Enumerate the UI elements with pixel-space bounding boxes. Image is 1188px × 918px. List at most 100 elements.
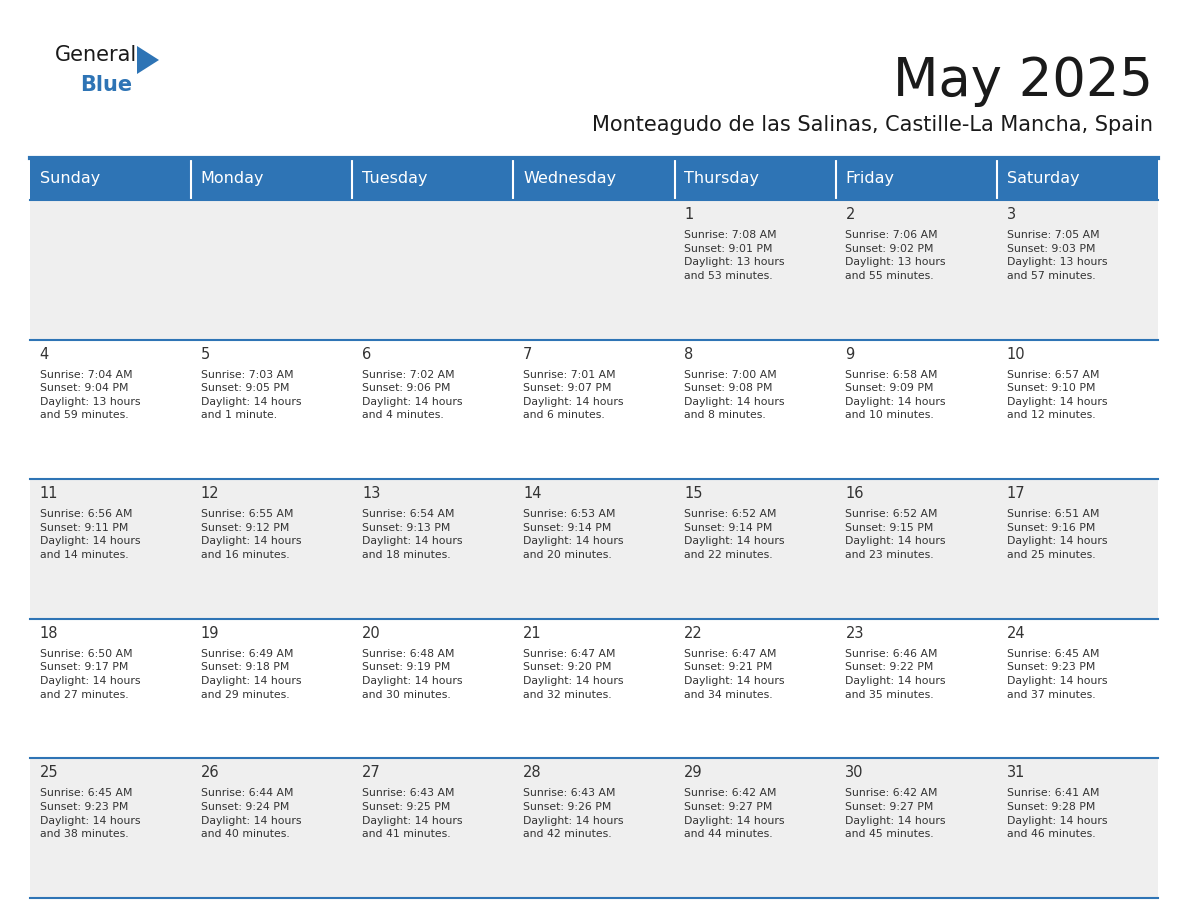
Text: Sunrise: 6:49 AM
Sunset: 9:18 PM
Daylight: 14 hours
and 29 minutes.: Sunrise: 6:49 AM Sunset: 9:18 PM Dayligh…: [201, 649, 302, 700]
Bar: [835, 340, 997, 479]
Bar: [30, 158, 191, 200]
Text: 6: 6: [362, 347, 371, 362]
Text: Sunrise: 7:03 AM
Sunset: 9:05 PM
Daylight: 14 hours
and 1 minute.: Sunrise: 7:03 AM Sunset: 9:05 PM Dayligh…: [201, 370, 302, 420]
Text: Sunrise: 6:42 AM
Sunset: 9:27 PM
Daylight: 14 hours
and 45 minutes.: Sunrise: 6:42 AM Sunset: 9:27 PM Dayligh…: [846, 789, 946, 839]
Text: Sunrise: 7:05 AM
Sunset: 9:03 PM
Daylight: 13 hours
and 57 minutes.: Sunrise: 7:05 AM Sunset: 9:03 PM Dayligh…: [1006, 230, 1107, 281]
Bar: [513, 200, 675, 340]
Bar: [513, 158, 675, 200]
Text: Sunrise: 7:04 AM
Sunset: 9:04 PM
Daylight: 13 hours
and 59 minutes.: Sunrise: 7:04 AM Sunset: 9:04 PM Dayligh…: [39, 370, 140, 420]
Text: Friday: Friday: [846, 172, 895, 186]
Bar: [835, 158, 997, 200]
Text: 9: 9: [846, 347, 854, 362]
Bar: [191, 619, 353, 758]
Text: General: General: [55, 45, 138, 65]
Text: Sunrise: 7:08 AM
Sunset: 9:01 PM
Daylight: 13 hours
and 53 minutes.: Sunrise: 7:08 AM Sunset: 9:01 PM Dayligh…: [684, 230, 785, 281]
Bar: [353, 340, 513, 479]
Bar: [30, 619, 191, 758]
Text: 20: 20: [362, 626, 380, 641]
Text: Sunrise: 6:45 AM
Sunset: 9:23 PM
Daylight: 14 hours
and 37 minutes.: Sunrise: 6:45 AM Sunset: 9:23 PM Dayligh…: [1006, 649, 1107, 700]
Bar: [353, 479, 513, 619]
Text: 22: 22: [684, 626, 703, 641]
Bar: [30, 200, 191, 340]
Text: 19: 19: [201, 626, 220, 641]
Bar: [835, 200, 997, 340]
Text: Saturday: Saturday: [1006, 172, 1079, 186]
Bar: [513, 340, 675, 479]
Text: 12: 12: [201, 487, 220, 501]
Text: Tuesday: Tuesday: [362, 172, 428, 186]
Text: Sunrise: 6:45 AM
Sunset: 9:23 PM
Daylight: 14 hours
and 38 minutes.: Sunrise: 6:45 AM Sunset: 9:23 PM Dayligh…: [39, 789, 140, 839]
Bar: [513, 479, 675, 619]
Text: 25: 25: [39, 766, 58, 780]
Bar: [191, 758, 353, 898]
Text: Sunrise: 6:52 AM
Sunset: 9:14 PM
Daylight: 14 hours
and 22 minutes.: Sunrise: 6:52 AM Sunset: 9:14 PM Dayligh…: [684, 509, 785, 560]
Bar: [997, 340, 1158, 479]
Text: Sunrise: 6:41 AM
Sunset: 9:28 PM
Daylight: 14 hours
and 46 minutes.: Sunrise: 6:41 AM Sunset: 9:28 PM Dayligh…: [1006, 789, 1107, 839]
Bar: [835, 619, 997, 758]
Text: Sunrise: 6:51 AM
Sunset: 9:16 PM
Daylight: 14 hours
and 25 minutes.: Sunrise: 6:51 AM Sunset: 9:16 PM Dayligh…: [1006, 509, 1107, 560]
Text: Thursday: Thursday: [684, 172, 759, 186]
Text: Sunrise: 6:55 AM
Sunset: 9:12 PM
Daylight: 14 hours
and 16 minutes.: Sunrise: 6:55 AM Sunset: 9:12 PM Dayligh…: [201, 509, 302, 560]
Text: May 2025: May 2025: [893, 55, 1154, 107]
Text: Sunrise: 6:43 AM
Sunset: 9:26 PM
Daylight: 14 hours
and 42 minutes.: Sunrise: 6:43 AM Sunset: 9:26 PM Dayligh…: [523, 789, 624, 839]
Text: 3: 3: [1006, 207, 1016, 222]
Text: Monteagudo de las Salinas, Castille-La Mancha, Spain: Monteagudo de las Salinas, Castille-La M…: [592, 115, 1154, 135]
Bar: [997, 479, 1158, 619]
Text: 5: 5: [201, 347, 210, 362]
Bar: [997, 758, 1158, 898]
Text: 10: 10: [1006, 347, 1025, 362]
Text: Sunrise: 6:43 AM
Sunset: 9:25 PM
Daylight: 14 hours
and 41 minutes.: Sunrise: 6:43 AM Sunset: 9:25 PM Dayligh…: [362, 789, 462, 839]
Bar: [513, 758, 675, 898]
Text: Blue: Blue: [80, 75, 132, 95]
Text: Sunrise: 6:47 AM
Sunset: 9:21 PM
Daylight: 14 hours
and 34 minutes.: Sunrise: 6:47 AM Sunset: 9:21 PM Dayligh…: [684, 649, 785, 700]
Bar: [835, 479, 997, 619]
Text: 16: 16: [846, 487, 864, 501]
Text: 7: 7: [523, 347, 532, 362]
Bar: [675, 158, 835, 200]
Bar: [191, 340, 353, 479]
Text: Wednesday: Wednesday: [523, 172, 617, 186]
Polygon shape: [137, 46, 159, 74]
Text: 30: 30: [846, 766, 864, 780]
Text: 27: 27: [362, 766, 380, 780]
Bar: [353, 158, 513, 200]
Text: Sunrise: 6:42 AM
Sunset: 9:27 PM
Daylight: 14 hours
and 44 minutes.: Sunrise: 6:42 AM Sunset: 9:27 PM Dayligh…: [684, 789, 785, 839]
Text: 13: 13: [362, 487, 380, 501]
Bar: [30, 340, 191, 479]
Text: Sunrise: 7:06 AM
Sunset: 9:02 PM
Daylight: 13 hours
and 55 minutes.: Sunrise: 7:06 AM Sunset: 9:02 PM Dayligh…: [846, 230, 946, 281]
Text: Monday: Monday: [201, 172, 264, 186]
Text: Sunrise: 6:58 AM
Sunset: 9:09 PM
Daylight: 14 hours
and 10 minutes.: Sunrise: 6:58 AM Sunset: 9:09 PM Dayligh…: [846, 370, 946, 420]
Bar: [513, 619, 675, 758]
Text: Sunrise: 7:02 AM
Sunset: 9:06 PM
Daylight: 14 hours
and 4 minutes.: Sunrise: 7:02 AM Sunset: 9:06 PM Dayligh…: [362, 370, 462, 420]
Bar: [675, 619, 835, 758]
Text: 29: 29: [684, 766, 703, 780]
Bar: [675, 758, 835, 898]
Text: 31: 31: [1006, 766, 1025, 780]
Text: Sunrise: 6:50 AM
Sunset: 9:17 PM
Daylight: 14 hours
and 27 minutes.: Sunrise: 6:50 AM Sunset: 9:17 PM Dayligh…: [39, 649, 140, 700]
Text: 26: 26: [201, 766, 220, 780]
Bar: [191, 158, 353, 200]
Text: Sunrise: 6:54 AM
Sunset: 9:13 PM
Daylight: 14 hours
and 18 minutes.: Sunrise: 6:54 AM Sunset: 9:13 PM Dayligh…: [362, 509, 462, 560]
Bar: [353, 200, 513, 340]
Bar: [191, 479, 353, 619]
Text: Sunrise: 6:48 AM
Sunset: 9:19 PM
Daylight: 14 hours
and 30 minutes.: Sunrise: 6:48 AM Sunset: 9:19 PM Dayligh…: [362, 649, 462, 700]
Bar: [353, 758, 513, 898]
Text: 11: 11: [39, 487, 58, 501]
Text: Sunrise: 6:57 AM
Sunset: 9:10 PM
Daylight: 14 hours
and 12 minutes.: Sunrise: 6:57 AM Sunset: 9:10 PM Dayligh…: [1006, 370, 1107, 420]
Bar: [997, 200, 1158, 340]
Bar: [191, 200, 353, 340]
Text: 1: 1: [684, 207, 694, 222]
Bar: [675, 340, 835, 479]
Text: 4: 4: [39, 347, 49, 362]
Text: Sunrise: 6:46 AM
Sunset: 9:22 PM
Daylight: 14 hours
and 35 minutes.: Sunrise: 6:46 AM Sunset: 9:22 PM Dayligh…: [846, 649, 946, 700]
Text: 2: 2: [846, 207, 854, 222]
Text: Sunrise: 6:47 AM
Sunset: 9:20 PM
Daylight: 14 hours
and 32 minutes.: Sunrise: 6:47 AM Sunset: 9:20 PM Dayligh…: [523, 649, 624, 700]
Text: 28: 28: [523, 766, 542, 780]
Bar: [30, 758, 191, 898]
Bar: [30, 479, 191, 619]
Text: 23: 23: [846, 626, 864, 641]
Text: Sunrise: 7:00 AM
Sunset: 9:08 PM
Daylight: 14 hours
and 8 minutes.: Sunrise: 7:00 AM Sunset: 9:08 PM Dayligh…: [684, 370, 785, 420]
Text: Sunday: Sunday: [39, 172, 100, 186]
Text: Sunrise: 6:53 AM
Sunset: 9:14 PM
Daylight: 14 hours
and 20 minutes.: Sunrise: 6:53 AM Sunset: 9:14 PM Dayligh…: [523, 509, 624, 560]
Bar: [835, 758, 997, 898]
